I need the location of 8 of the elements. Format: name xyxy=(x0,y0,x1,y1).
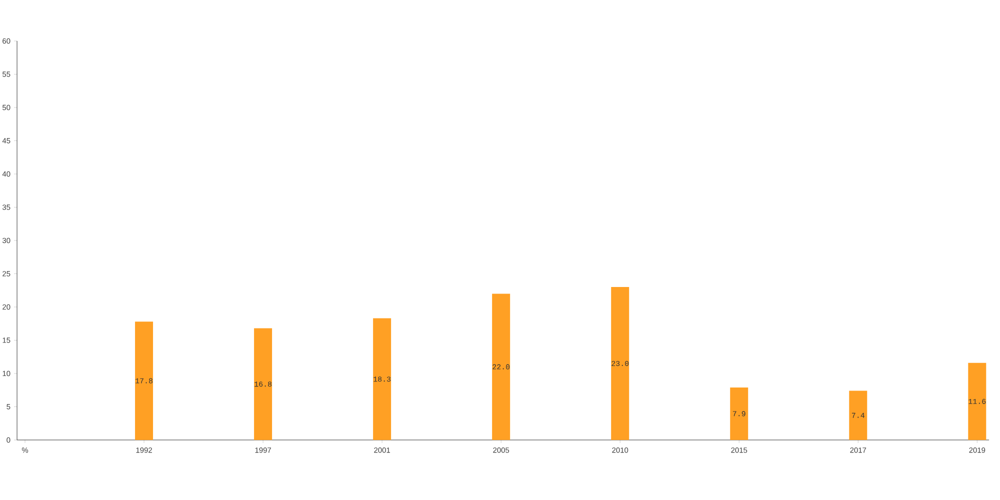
bar xyxy=(254,328,272,440)
bar xyxy=(135,322,154,440)
bar xyxy=(968,362,986,440)
bar xyxy=(611,287,630,440)
bar xyxy=(730,387,748,440)
bar xyxy=(492,294,510,440)
bar xyxy=(373,318,392,440)
bar xyxy=(849,390,868,440)
